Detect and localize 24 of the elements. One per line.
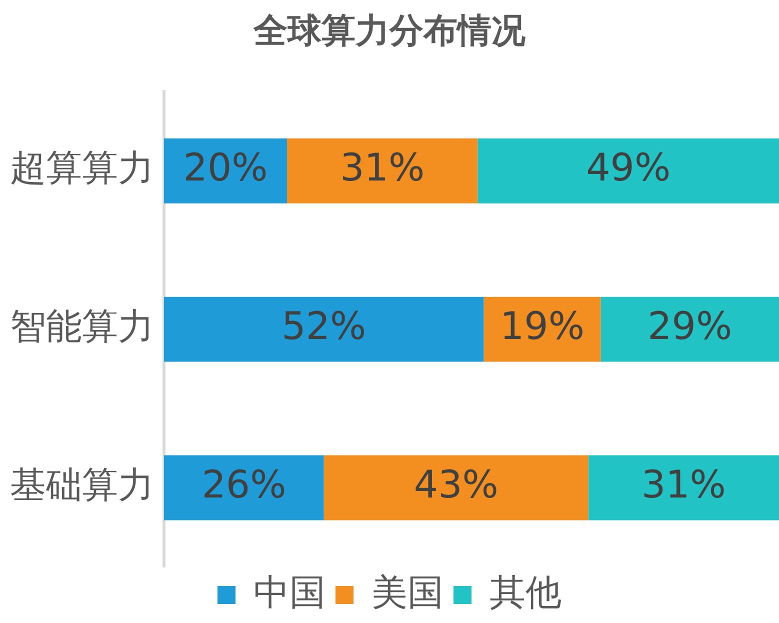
data-label: 31% xyxy=(340,146,425,190)
legend-label: 中国 xyxy=(254,572,326,614)
chart-title: 全球算力分布情况 xyxy=(252,10,526,53)
data-label: 52% xyxy=(282,304,366,348)
bar xyxy=(478,138,779,204)
data-label: 29% xyxy=(648,304,732,348)
data-label: 31% xyxy=(641,462,726,507)
data-label: 49% xyxy=(586,146,671,190)
bar xyxy=(287,138,478,204)
bar xyxy=(600,296,779,362)
data-label: 26% xyxy=(202,462,286,507)
data-label: 19% xyxy=(500,304,584,348)
data-label: 20% xyxy=(183,146,268,190)
y-tick-label: 基础算力 xyxy=(10,465,154,506)
bar xyxy=(164,296,484,362)
legend-label: 其他 xyxy=(490,572,562,614)
data-label: 43% xyxy=(414,462,498,507)
y-tick-label: 智能算力 xyxy=(10,306,154,348)
y-tick-label: 超算算力 xyxy=(10,148,154,190)
bar xyxy=(164,138,287,204)
bar xyxy=(588,455,779,520)
legend-label: 美国 xyxy=(372,572,444,614)
bar xyxy=(324,455,588,520)
bar xyxy=(164,455,324,520)
